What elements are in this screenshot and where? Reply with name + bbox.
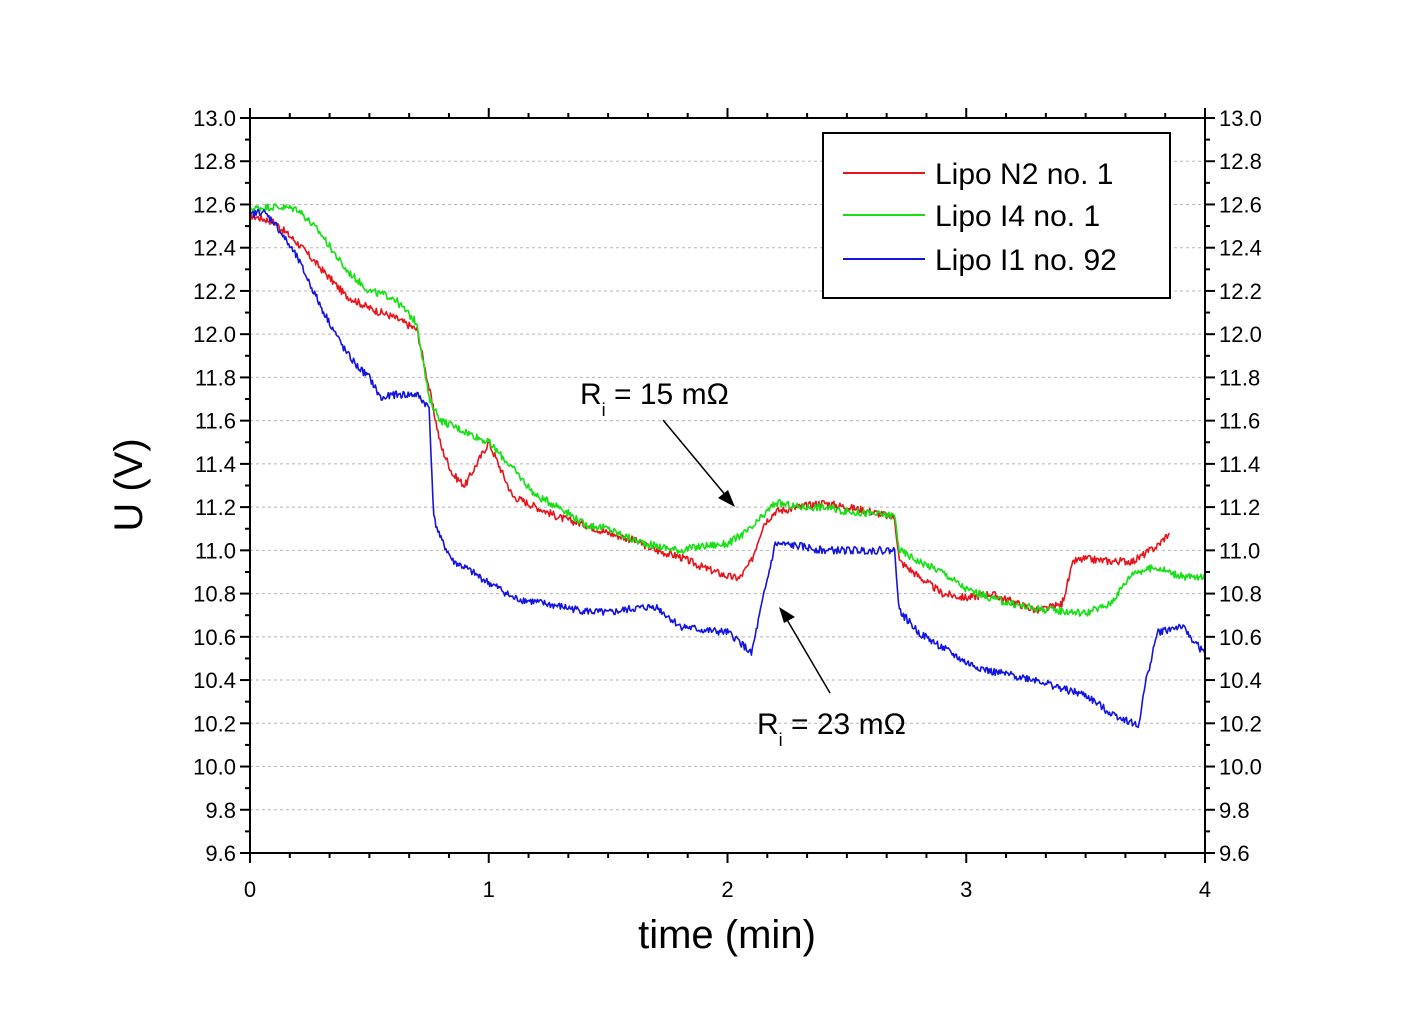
y-tick-label: 10.6 — [193, 625, 236, 650]
y-tick-label: 10.4 — [193, 668, 236, 693]
y-tick-label: 11.4 — [195, 452, 236, 477]
x-axis-title: time (min) — [638, 913, 816, 957]
y-tick-label: 11.4 — [1219, 452, 1260, 477]
legend-label-lipo-i4: Lipo I4 no. 1 — [935, 200, 1100, 233]
y-tick-label: 13.0 — [1219, 106, 1262, 131]
y-tick-label: 11.0 — [1219, 538, 1260, 563]
y-tick-label: 10.0 — [193, 755, 236, 780]
y-tick-label: 11.8 — [195, 365, 236, 390]
y-tick-label: 10.2 — [193, 711, 236, 736]
y-tick-label: 12.8 — [1219, 149, 1262, 174]
y-tick-labels-right: 9.6 9.8 10.0 10.2 10.4 10.6 10.8 11.0 11.2 11.4 11… — [1219, 106, 1262, 866]
y-tick-label: 12.4 — [193, 236, 236, 261]
series-line-1 — [249, 203, 1206, 617]
y-tick-label: 9.8 — [1219, 798, 1250, 823]
annotation-ri-15: Ri = 15 mΩ — [580, 378, 735, 507]
x-tick-label: 3 — [960, 877, 972, 902]
annotation-ri-15-text: Ri = 15 mΩ — [580, 378, 729, 420]
y-tick-label: 10.4 — [1219, 668, 1262, 693]
annotation-ri-23-text: Ri = 23 mΩ — [757, 708, 906, 750]
y-tick-label: 12.4 — [1219, 236, 1262, 261]
y-tick-label: 12.8 — [193, 149, 236, 174]
y-tick-label: 11.8 — [1219, 365, 1260, 390]
y-tick-label: 12.6 — [1219, 192, 1262, 217]
y-tick-label: 11.2 — [195, 495, 236, 520]
y-tick-label: 11.2 — [1219, 495, 1260, 520]
y-tick-label: 11.6 — [195, 409, 236, 434]
x-tick-label: 2 — [721, 877, 733, 902]
y-tick-label: 13.0 — [193, 106, 236, 131]
annotation-ri-15-arrow — [662, 419, 728, 498]
y-tick-label: 9.6 — [1219, 841, 1250, 866]
x-tick-label: 1 — [483, 877, 495, 902]
x-tick-label: 4 — [1199, 877, 1211, 902]
legend-label-lipo-i1: Lipo I1 no. 92 — [935, 244, 1117, 277]
annotation-ri-23-arrow — [785, 617, 831, 694]
y-tick-label: 12.0 — [193, 322, 236, 347]
x-tick-labels: 0 1 2 3 4 — [244, 877, 1211, 902]
y-tick-label: 10.6 — [1219, 625, 1262, 650]
annotation-ri-15-arrowhead — [718, 490, 735, 507]
series-line-0 — [249, 211, 1170, 614]
y-tick-label: 10.8 — [193, 582, 236, 607]
y-tick-label: 10.2 — [1219, 711, 1262, 736]
y-tick-label: 9.6 — [205, 841, 236, 866]
y-axis-title: U (V) — [107, 438, 151, 531]
axis-ticks — [240, 108, 1215, 863]
y-tick-label: 11.0 — [195, 538, 236, 563]
y-tick-label: 12.2 — [193, 279, 236, 304]
legend: Lipo N2 no. 1 Lipo I4 no. 1 Lipo I1 no. … — [822, 132, 1171, 299]
x-tick-label: 0 — [244, 877, 256, 902]
y-tick-label: 12.2 — [1219, 279, 1262, 304]
series-line-2 — [249, 208, 1206, 729]
y-tick-label: 12.6 — [193, 192, 236, 217]
y-tick-label: 10.8 — [1219, 582, 1262, 607]
legend-label-lipo-n2: Lipo N2 no. 1 — [935, 158, 1113, 191]
y-tick-label: 10.0 — [1219, 755, 1262, 780]
y-tick-labels-left: 9.6 9.8 10.0 10.2 10.4 10.6 10.8 11.0 11.2 11.4 11… — [193, 106, 236, 866]
y-tick-label: 12.0 — [1219, 322, 1262, 347]
y-tick-label: 11.6 — [1219, 409, 1260, 434]
series-lines — [249, 203, 1206, 729]
annotation-ri-23: Ri = 23 mΩ — [757, 607, 906, 750]
y-tick-label: 9.8 — [205, 798, 236, 823]
annotation-ri-23-arrowhead — [779, 607, 795, 623]
